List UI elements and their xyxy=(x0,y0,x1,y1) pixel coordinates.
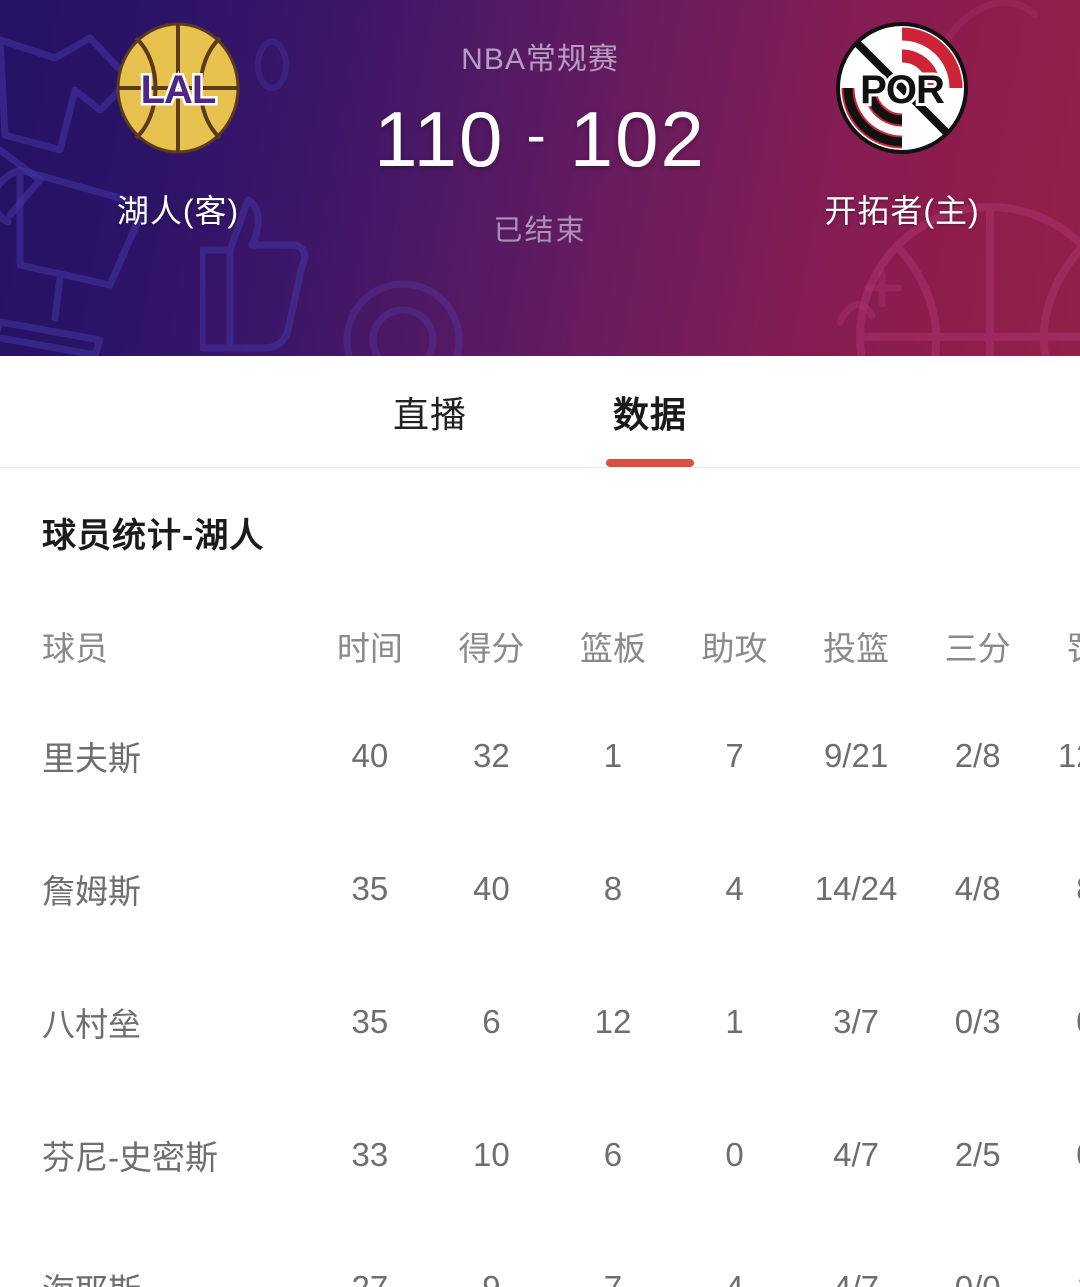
tab-data[interactable]: 数据 xyxy=(540,356,760,467)
table-body: 里夫斯 40 32 1 7 9/21 2/8 12/12 詹姆斯 35 40 8… xyxy=(0,689,1080,1287)
cell-fg: 3/7 xyxy=(833,1002,880,1040)
blazers-logo-icon: POR xyxy=(834,20,970,156)
cell-fg: 9/21 xyxy=(823,736,889,774)
cell-three: 2/8 xyxy=(954,736,1001,774)
cell-ft: 0/0 xyxy=(1038,1088,1080,1221)
col-header-three[interactable]: 三分 xyxy=(944,630,1011,667)
cell-three: 2/5 xyxy=(954,1135,1001,1173)
cell-player: 里夫斯 xyxy=(42,739,141,777)
player-stats-table-wrapper[interactable]: 球员 时间 得分 篮板 助攻 投篮 三分 罚球 里夫斯 40 32 1 7 9/… xyxy=(0,557,1080,1287)
cell-points: 40 xyxy=(473,869,510,907)
scoreline: 110 - 102 xyxy=(374,94,706,185)
tab-bar: 直播 数据 xyxy=(0,356,1080,468)
cell-rebounds: 12 xyxy=(594,1002,632,1040)
cell-minutes: 27 xyxy=(351,1268,389,1287)
cell-assists: 4 xyxy=(725,869,744,907)
cell-points: 9 xyxy=(482,1268,501,1287)
svg-text:LAL: LAL xyxy=(141,68,216,112)
player-stats-table: 球员 时间 得分 篮板 助攻 投篮 三分 罚球 里夫斯 40 32 1 7 9/… xyxy=(0,603,1080,1287)
table-row[interactable]: 詹姆斯 35 40 8 4 14/24 4/8 8/9 xyxy=(0,822,1080,955)
col-header-player[interactable]: 球员 xyxy=(42,630,108,667)
scoreboard-header: LAL 湖人(客) NBA常规赛 110 - 102 已结束 xyxy=(0,0,1080,356)
cell-rebounds: 8 xyxy=(603,869,623,907)
col-header-rebounds[interactable]: 篮板 xyxy=(579,630,646,667)
league-label: NBA常规赛 xyxy=(461,43,619,76)
cell-assists: 4 xyxy=(725,1268,744,1287)
score-center-block: NBA常规赛 110 - 102 已结束 xyxy=(328,0,752,249)
cell-assists: 1 xyxy=(725,1002,744,1040)
cell-player: 海耶斯 xyxy=(0,1221,309,1287)
cell-points: 10 xyxy=(473,1135,510,1173)
cell-player: 詹姆斯 xyxy=(42,872,141,910)
cell-fg: 4/7 xyxy=(833,1135,880,1173)
cell-ft: 1/2 xyxy=(1038,1221,1080,1287)
game-status: 已结束 xyxy=(493,215,587,247)
table-row[interactable]: 芬尼-史密斯 33 10 6 0 4/7 2/5 0/0 xyxy=(0,1088,1080,1221)
cell-points: 32 xyxy=(473,736,510,774)
tab-live-label: 直播 xyxy=(392,393,467,435)
home-team-block[interactable]: POR 开拓者(主) xyxy=(752,0,1052,232)
cell-minutes: 35 xyxy=(351,1002,389,1040)
away-team-block[interactable]: LAL 湖人(客) xyxy=(28,0,328,232)
col-header-fg[interactable]: 投篮 xyxy=(823,630,890,667)
cell-minutes: 35 xyxy=(351,869,389,907)
cell-fg: 14/24 xyxy=(814,869,898,907)
home-score: 102 xyxy=(569,95,706,183)
tab-underline-active xyxy=(606,459,694,467)
table-header-row: 球员 时间 得分 篮板 助攻 投篮 三分 罚球 xyxy=(0,603,1080,689)
svg-text:POR: POR xyxy=(860,68,945,112)
table-row[interactable]: 海耶斯 27 9 7 4 4/7 0/0 1/2 xyxy=(0,1221,1080,1287)
cell-minutes: 33 xyxy=(351,1135,389,1173)
cell-player: 八村垒 xyxy=(42,1005,141,1043)
cell-ft: 12/12 xyxy=(1057,736,1080,774)
section-title: 球员统计-湖人 xyxy=(42,517,265,555)
score-separator: - xyxy=(526,103,548,168)
col-header-assists[interactable]: 助攻 xyxy=(701,630,768,667)
table-row[interactable]: 里夫斯 40 32 1 7 9/21 2/8 12/12 xyxy=(0,689,1080,822)
table-row[interactable]: 八村垒 35 6 12 1 3/7 0/3 0/0 xyxy=(0,955,1080,1088)
cell-ft: 8/9 xyxy=(1038,822,1080,955)
col-header-points[interactable]: 得分 xyxy=(458,630,525,667)
away-team-name: 湖人(客) xyxy=(116,193,240,229)
away-score: 110 xyxy=(374,95,505,183)
tab-data-label: 数据 xyxy=(612,393,687,435)
col-header-ft[interactable]: 罚球 xyxy=(1038,603,1080,689)
cell-minutes: 40 xyxy=(351,736,389,774)
home-team-name: 开拓者(主) xyxy=(824,193,980,229)
table-header: 球员 时间 得分 篮板 助攻 投篮 三分 罚球 xyxy=(0,603,1080,689)
cell-points: 6 xyxy=(482,1002,501,1040)
cell-player: 芬尼-史密斯 xyxy=(42,1138,218,1176)
cell-assists: 0 xyxy=(725,1135,744,1173)
cell-three: 0/3 xyxy=(954,1002,1001,1040)
tab-live[interactable]: 直播 xyxy=(320,356,540,467)
cell-assists: 7 xyxy=(725,736,744,774)
cell-rebounds: 1 xyxy=(603,736,623,774)
col-header-minutes[interactable]: 时间 xyxy=(336,630,403,667)
lakers-logo-icon: LAL xyxy=(110,20,246,156)
cell-three: 4/8 xyxy=(954,869,1001,907)
cell-rebounds: 6 xyxy=(603,1135,623,1173)
cell-rebounds: 7 xyxy=(603,1268,623,1287)
cell-three: 0/0 xyxy=(954,1268,1001,1287)
cell-ft: 0/0 xyxy=(1038,955,1080,1088)
cell-fg: 4/7 xyxy=(833,1268,880,1287)
